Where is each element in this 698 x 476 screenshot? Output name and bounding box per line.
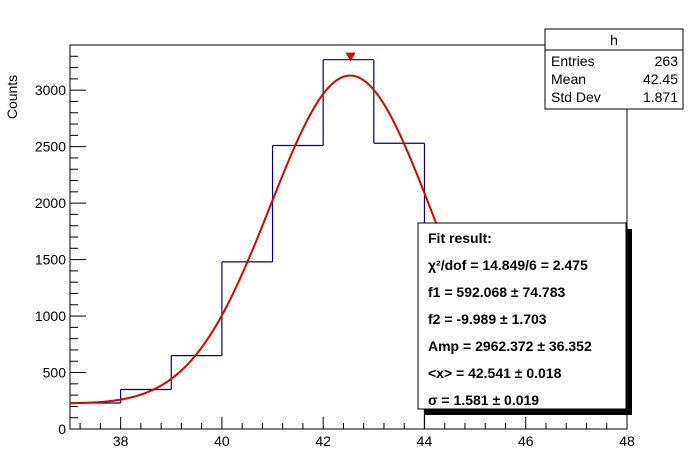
y-tick-label: 1000 <box>35 308 66 324</box>
x-tick-label: 46 <box>518 433 534 449</box>
stats-label-entries: Entries <box>551 53 595 69</box>
fit-curve <box>69 74 444 405</box>
histogram-bin <box>120 388 172 404</box>
y-tick-label: 500 <box>43 365 67 381</box>
stats-value-entries: 263 <box>655 53 679 69</box>
y-tick-label: 0 <box>58 421 66 437</box>
stats-label-stddev: Std Dev <box>551 89 601 105</box>
stats-box: h Entries 263 Mean 42.45 Std Dev 1.871 <box>544 28 684 110</box>
stats-title: h <box>610 32 618 48</box>
peak-marker <box>345 52 356 62</box>
histogram-bin <box>322 59 374 146</box>
fit-line-chi2: χ²/dof = 14.849/6 = 2.475 <box>428 257 588 273</box>
fit-line-sigma: σ = 1.581 ± 0.019 <box>428 392 539 408</box>
fit-result-box: Fit result: χ²/dof = 14.849/6 = 2.475 f1… <box>417 222 632 415</box>
fit-line-amp: Amp = 2962.372 ± 36.352 <box>428 338 592 354</box>
fit-line-f2: f2 = -9.989 ± 1.703 <box>428 311 547 327</box>
stats-value-mean: 42.45 <box>643 71 678 87</box>
x-tick-label: 38 <box>113 433 129 449</box>
x-tick-label: 40 <box>214 433 230 449</box>
histogram-bin <box>271 144 324 262</box>
stats-label-mean: Mean <box>551 71 586 87</box>
fit-line-title: Fit result: <box>428 230 492 246</box>
y-tick-label: 3000 <box>35 82 66 98</box>
fit-line-mean: <x> = 42.541 ± 0.018 <box>428 365 562 381</box>
y-tick-label: 1500 <box>35 252 66 268</box>
y-tick-label: 2500 <box>35 139 66 155</box>
y-axis-label: Counts <box>4 75 20 119</box>
x-tick-label: 44 <box>417 433 433 449</box>
x-tick-label: 42 <box>315 433 331 449</box>
x-tick-label: 48 <box>619 433 635 449</box>
histogram-bin <box>373 59 426 429</box>
fit-line-f1: f1 = 592.068 ± 74.783 <box>428 284 566 300</box>
histogram-bin <box>221 261 273 356</box>
stats-value-stddev: 1.871 <box>643 89 678 105</box>
y-tick-label: 2000 <box>35 195 66 211</box>
